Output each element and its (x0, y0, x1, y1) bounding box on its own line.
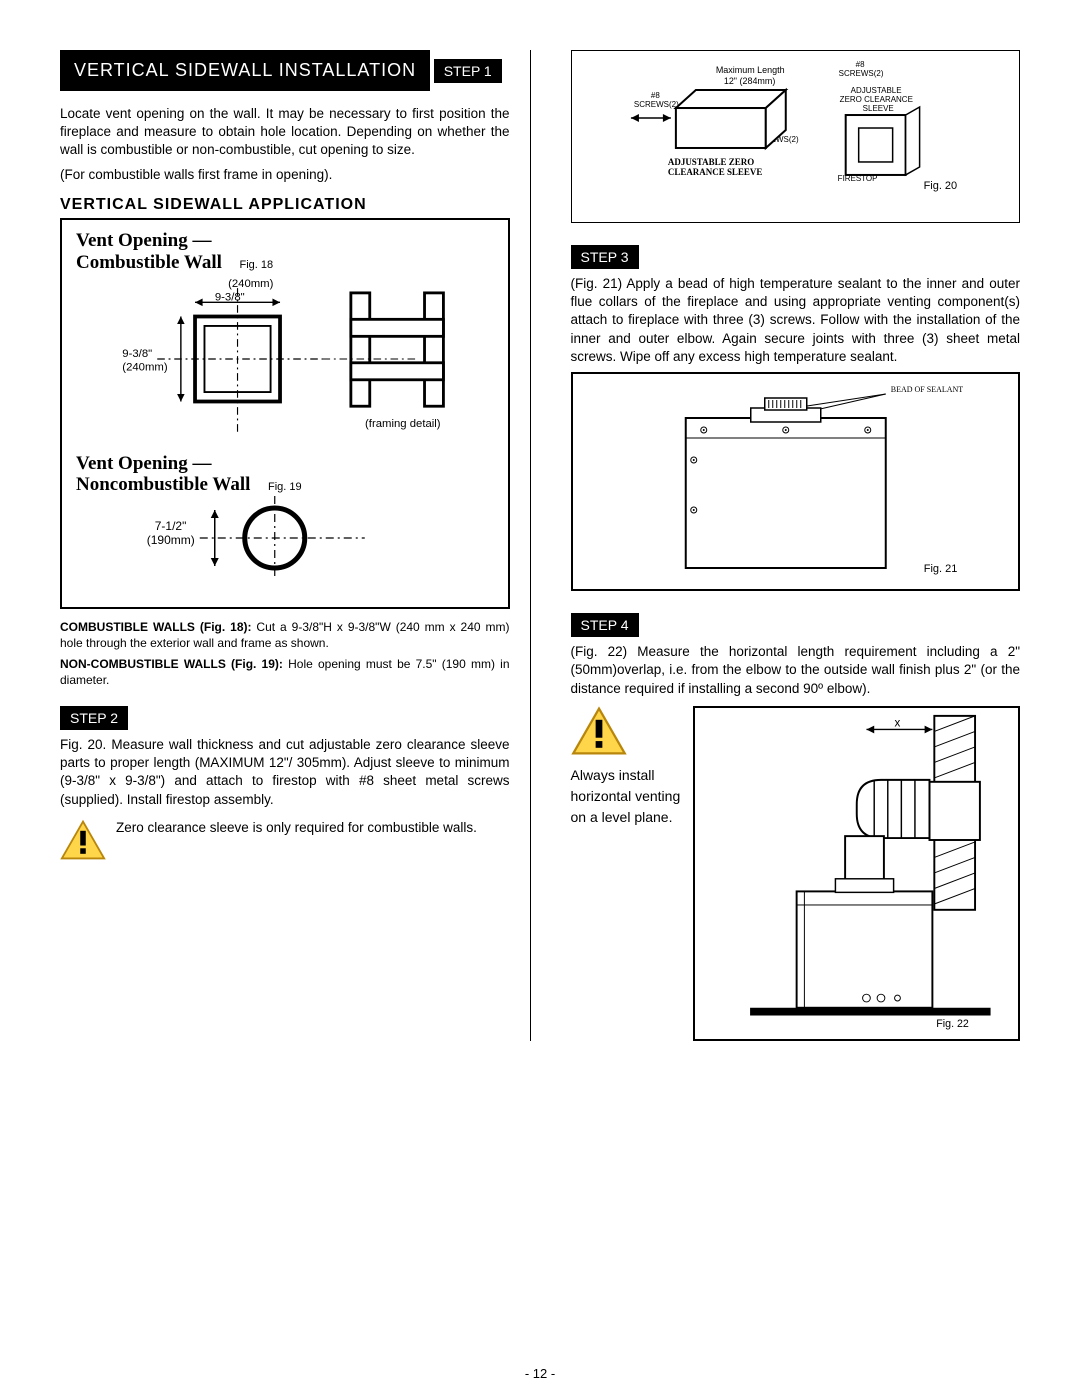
fig20-container: Maximum Length 12" (284mm) #8 SCREWS(2) … (571, 50, 1021, 223)
fig20-maxlen: Maximum Length (715, 65, 784, 75)
section-title: VERTICAL SIDEWALL INSTALLATION (60, 50, 430, 91)
svg-text:#8: #8 (855, 60, 864, 69)
step2-para: Fig. 20. Measure wall thickness and cut … (60, 736, 510, 809)
comb-note-bold: COMBUSTIBLE WALLS (Fig. 18): (60, 620, 251, 634)
fig20-maxlen-val: 12" (284mm) (723, 76, 775, 86)
fig18-title-l1: Vent Opening — (76, 230, 212, 251)
noncomb-note-bold: NON-COMBUSTIBLE WALLS (Fig. 19): (60, 657, 283, 671)
fig18-dim-h-in: 9-3/8" (122, 348, 152, 360)
left-column: VERTICAL SIDEWALL INSTALLATION STEP 1 Lo… (60, 50, 531, 1041)
fig19-title: Vent Opening — Noncombustible Wall Fig. … (76, 453, 494, 497)
fig22-diagram: x (699, 712, 1015, 1032)
fig22-x: x (894, 716, 900, 729)
step1-para2: (For combustible walls first frame in op… (60, 166, 510, 184)
step2-warning-text: Zero clearance sleeve is only required f… (116, 819, 510, 837)
step3-para: (Fig. 21) Apply a bead of high temperatu… (571, 275, 1021, 366)
svg-text:SLEEVE: SLEEVE (862, 104, 893, 113)
fig18-dim-h-mm: (240mm) (122, 361, 168, 373)
warning-icon (60, 819, 106, 861)
fig19-diagram: 7-1/2" (190mm) (76, 496, 494, 586)
svg-text:CLEARANCE SLEEVE: CLEARANCE SLEEVE (667, 167, 761, 177)
step4-warning-text: Always install horizontal venting on a l… (571, 765, 681, 828)
svg-text:SCREWS(2): SCREWS(2) (633, 100, 678, 109)
fig21-bead: BEAD OF SEALANT (890, 385, 963, 394)
page-number: - 12 - (0, 1366, 1080, 1381)
right-column: Maximum Length 12" (284mm) #8 SCREWS(2) … (561, 50, 1021, 1041)
svg-text:SCREWS(2): SCREWS(2) (838, 69, 883, 78)
step1-label: STEP 1 (434, 59, 502, 83)
fig19-dim-in: 7-1/2" (155, 519, 187, 533)
fig19-label: Fig. 19 (268, 481, 302, 493)
fig18-title-l2: Combustible Wall (76, 252, 222, 273)
fig18-framing: (framing detail) (365, 418, 441, 430)
fig18-diagram: (240mm) 9-3/8" 9-3/8" (240mm) (76, 274, 494, 444)
fig21-label: Fig. 21 (923, 563, 957, 575)
fig21-container: BEAD OF SEALANT (571, 372, 1021, 591)
fig18-label: Fig. 18 (240, 259, 274, 271)
fig21-diagram: BEAD OF SEALANT (579, 380, 1013, 580)
step3-label: STEP 3 (571, 245, 639, 269)
step1-para1: Locate vent opening on the wall. It may … (60, 105, 510, 160)
fig18-title: Vent Opening — Combustible Wall Fig. 18 (76, 230, 494, 274)
svg-text:ADJUSTABLE ZERO: ADJUSTABLE ZERO (667, 157, 753, 167)
step4-para: (Fig. 22) Measure the horizontal length … (571, 643, 1021, 698)
figure-18-19-box: Vent Opening — Combustible Wall Fig. 18 … (60, 218, 510, 609)
svg-text:#8: #8 (650, 91, 659, 100)
fig20-diagram: Maximum Length 12" (284mm) #8 SCREWS(2) … (576, 55, 1016, 215)
step4-row: Always install horizontal venting on a l… (571, 706, 1021, 1041)
step4-warning-col: Always install horizontal venting on a l… (571, 706, 681, 834)
fig19-dim-mm: (190mm) (147, 533, 195, 547)
fig22-label: Fig. 22 (936, 1018, 969, 1030)
fig22-container: x (693, 706, 1021, 1041)
fig19-title-l2: Noncombustible Wall (76, 474, 250, 495)
step2-label: STEP 2 (60, 706, 128, 730)
fig19-title-l1: Vent Opening — (76, 453, 212, 474)
warning-icon (571, 706, 627, 756)
svg-text:ADJUSTABLE: ADJUSTABLE (850, 86, 901, 95)
fig18-dim-w-in: 9-3/8" (215, 291, 245, 303)
combustible-note: COMBUSTIBLE WALLS (Fig. 18): Cut a 9-3/8… (60, 619, 510, 651)
fig20-label: Fig. 20 (923, 180, 957, 192)
step2-warning-row: Zero clearance sleeve is only required f… (60, 819, 510, 861)
fig18-dim-w-mm: (240mm) (228, 278, 274, 290)
noncombustible-note: NON-COMBUSTIBLE WALLS (Fig. 19): Hole op… (60, 656, 510, 688)
application-heading: VERTICAL SIDEWALL APPLICATION (60, 196, 510, 214)
svg-text:ZERO CLEARANCE: ZERO CLEARANCE (839, 95, 912, 104)
step4-label: STEP 4 (571, 613, 639, 637)
